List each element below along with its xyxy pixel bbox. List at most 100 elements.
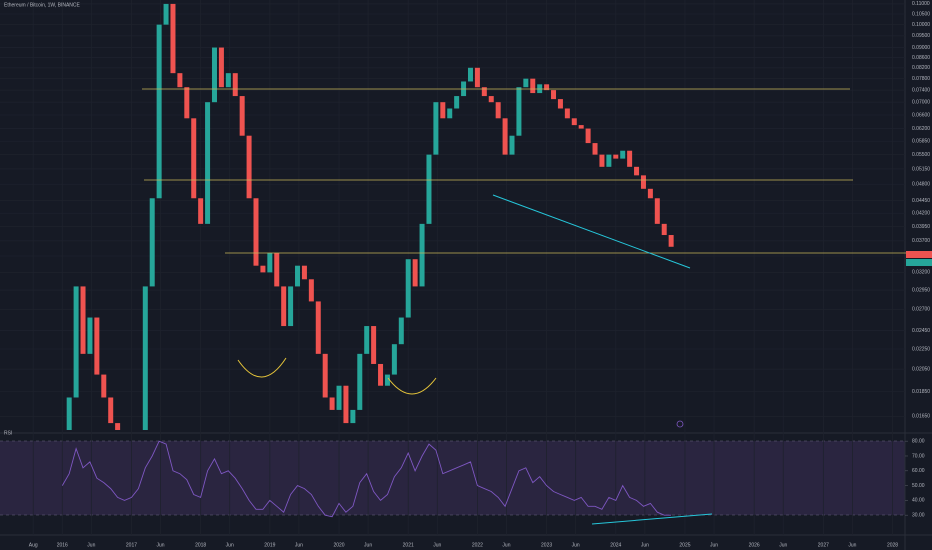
x-tick-label: Aug <box>29 542 38 548</box>
x-tick-label: 2021 <box>403 542 414 548</box>
candle <box>191 118 197 199</box>
candle <box>551 90 557 100</box>
y-tick-label: 0.07800 <box>912 76 930 82</box>
candle <box>613 154 619 159</box>
candle <box>509 135 515 155</box>
rsi-title: RSI <box>4 430 12 436</box>
candle <box>523 78 529 88</box>
candle <box>108 397 114 424</box>
y-tick-label: 0.07400 <box>912 87 930 93</box>
x-tick-label: Jun <box>156 542 164 548</box>
y-tick-label: 0.10500 <box>912 11 930 17</box>
y-tick-label: 0.06200 <box>912 126 930 132</box>
candle <box>94 317 100 375</box>
candle <box>433 102 439 155</box>
candle <box>288 286 294 327</box>
y-tick-label: 0.05150 <box>912 166 930 172</box>
candle <box>198 198 204 224</box>
candle <box>239 96 245 136</box>
x-tick-label: 2028 <box>887 542 898 548</box>
y-tick-label: 0.09500 <box>912 33 930 39</box>
candle <box>371 326 377 364</box>
y-tick-label: 0.02950 <box>912 287 930 293</box>
candle <box>267 252 273 273</box>
rsi-tick-label: 30.00 <box>912 513 925 519</box>
price-label <box>906 251 932 258</box>
y-tick-label: 0.03950 <box>912 224 930 230</box>
candle <box>218 47 224 88</box>
candle <box>350 409 356 424</box>
rsi-tick-label: 40.00 <box>912 498 925 504</box>
candle <box>571 118 577 126</box>
candle <box>654 198 660 224</box>
candle <box>467 67 473 82</box>
event-marker[interactable] <box>676 420 684 428</box>
candle <box>315 301 321 354</box>
rsi-pane <box>61 440 672 518</box>
candle <box>170 3 176 74</box>
rsi-tick-label: 70.00 <box>912 453 925 459</box>
candle <box>80 286 86 354</box>
y-tick-label: 0.05500 <box>912 152 930 158</box>
x-tick-label: Jun <box>433 542 441 548</box>
candle <box>488 96 494 103</box>
candle <box>647 188 653 199</box>
x-tick-label: 2026 <box>749 542 760 548</box>
y-tick-label: 0.04200 <box>912 211 930 217</box>
candle <box>73 286 79 398</box>
candle <box>378 363 384 386</box>
candle <box>205 102 211 224</box>
y-tick-label: 0.02450 <box>912 328 930 334</box>
x-tick-label: Jun <box>848 542 856 548</box>
rsi-tick-label: 60.00 <box>912 468 925 474</box>
y-tick-label: 0.02700 <box>912 307 930 313</box>
candle <box>412 259 418 287</box>
candle <box>592 143 598 155</box>
candle <box>640 175 646 189</box>
y-tick-label: 0.01850 <box>912 389 930 395</box>
x-tick-label: 2025 <box>679 542 690 548</box>
candle <box>115 423 121 430</box>
candle <box>502 118 508 155</box>
candle <box>419 223 425 287</box>
candle <box>322 353 328 398</box>
x-tick-label: Jun <box>710 542 718 548</box>
y-tick-label: 0.04800 <box>912 182 930 188</box>
candle <box>308 279 314 302</box>
candle <box>211 47 217 103</box>
candle <box>398 317 404 345</box>
candle <box>329 397 335 410</box>
arc-drawing <box>237 357 287 378</box>
y-tick-label: 0.03700 <box>912 238 930 244</box>
candle <box>274 252 280 287</box>
candle <box>627 150 633 167</box>
x-tick-label: Jun <box>779 542 787 548</box>
candle <box>281 286 287 327</box>
y-tick-label: 0.11000 <box>912 1 930 7</box>
candle <box>454 96 460 109</box>
x-tick-label: Jun <box>641 542 649 548</box>
candle <box>557 99 563 109</box>
x-tick-label: Jun <box>572 542 580 548</box>
x-tick-label: Jun <box>502 542 510 548</box>
candle <box>578 125 584 129</box>
candle <box>232 73 238 97</box>
y-tick-label: 0.09000 <box>912 45 930 51</box>
x-tick-label: 2017 <box>126 542 137 548</box>
x-tick-label: Jun <box>226 542 234 548</box>
candle <box>184 87 190 119</box>
x-tick-label: 2024 <box>610 542 621 548</box>
candle <box>516 87 522 136</box>
y-tick-label: 0.02250 <box>912 346 930 352</box>
candle <box>87 317 93 354</box>
y-tick-label: 0.07000 <box>912 100 930 106</box>
x-tick-label: 2016 <box>57 542 68 548</box>
candle <box>599 154 605 167</box>
candle <box>295 265 301 287</box>
y-tick-label: 0.02050 <box>912 367 930 373</box>
x-tick-label: 2019 <box>264 542 275 548</box>
y-tick-label: 0.10000 <box>912 22 930 28</box>
candle <box>253 198 259 266</box>
candle <box>149 198 155 287</box>
